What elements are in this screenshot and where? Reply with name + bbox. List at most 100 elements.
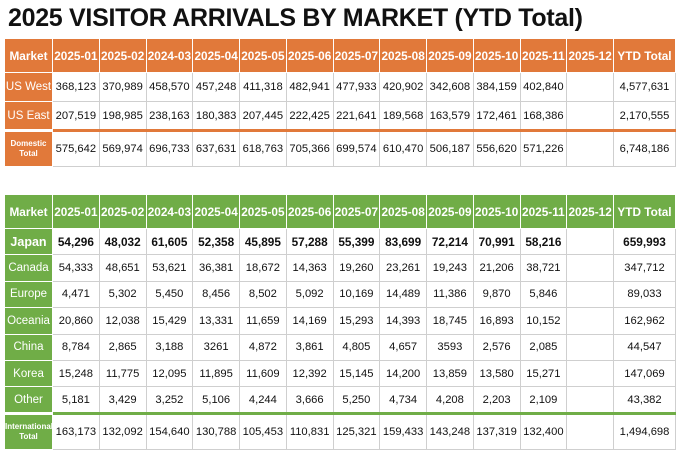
table-cell: 4,244 bbox=[239, 386, 287, 414]
row-label: US West bbox=[4, 72, 53, 102]
table-cell: 556,620 bbox=[472, 129, 521, 167]
row-label: Japan bbox=[4, 227, 53, 256]
table-cell: 11,775 bbox=[98, 359, 147, 388]
table-cell: 48,651 bbox=[98, 254, 147, 282]
table-cell bbox=[566, 254, 614, 282]
column-header: YTD Total bbox=[613, 38, 676, 73]
table-cell: 222,425 bbox=[285, 101, 334, 131]
table-cell: 8,456 bbox=[192, 280, 240, 309]
table-cell: 637,631 bbox=[192, 129, 240, 167]
table-cell: 125,321 bbox=[332, 411, 381, 450]
column-header: YTD Total bbox=[613, 194, 676, 229]
table-cell: 4,734 bbox=[379, 386, 427, 414]
table-cell: 58,216 bbox=[519, 227, 568, 256]
table-cell: 1,494,698 bbox=[613, 411, 676, 450]
column-header: 2025-04 bbox=[192, 38, 240, 73]
table-cell: 370,989 bbox=[98, 72, 147, 102]
table-cell: 458,570 bbox=[145, 72, 194, 102]
row-label: Canada bbox=[4, 254, 53, 282]
table-cell: 610,470 bbox=[379, 129, 427, 167]
table-cell: 44,547 bbox=[613, 333, 676, 361]
table-cell: 15,429 bbox=[145, 307, 194, 335]
table-cell: 55,399 bbox=[332, 227, 381, 256]
table-cell: 105,453 bbox=[239, 411, 287, 450]
table-cell: 6,748,186 bbox=[613, 129, 676, 167]
table-cell bbox=[566, 411, 614, 450]
table-cell: 198,985 bbox=[98, 101, 147, 131]
table-cell: 618,763 bbox=[239, 129, 287, 167]
column-header: 2025-09 bbox=[426, 38, 474, 73]
table-header-row: Market 2025-01 2025-02 2024-03 2025-04 2025-0… bbox=[4, 38, 676, 73]
column-header: 2025-06 bbox=[285, 38, 334, 73]
table-cell: 132,092 bbox=[98, 411, 147, 450]
table-cell: 180,383 bbox=[192, 101, 240, 131]
column-header: 2025-02 bbox=[98, 38, 147, 73]
table-row: China 8,784 2,865 3,188 3261 4,872 3,861 4,805 4… bbox=[4, 333, 676, 361]
table-cell bbox=[566, 129, 614, 167]
table-cell: 13,859 bbox=[426, 359, 474, 388]
column-header: 2024-03 bbox=[145, 38, 194, 73]
table-cell: 14,489 bbox=[379, 280, 427, 309]
table-cell: 48,032 bbox=[98, 227, 147, 256]
table-cell: 342,608 bbox=[426, 72, 474, 102]
table-cell bbox=[566, 359, 614, 388]
table-cell: 5,302 bbox=[98, 280, 147, 309]
table-cell: 238,163 bbox=[145, 101, 194, 131]
page-title: 2025 VISITOR ARRIVALS BY MARKET (YTD Tot… bbox=[8, 4, 583, 32]
table-cell: 705,366 bbox=[285, 129, 334, 167]
column-header: 2025-01 bbox=[52, 194, 100, 229]
table-row: US West 368,123 370,989 458,570 457,248 411,3… bbox=[4, 72, 676, 102]
table-cell: 5,181 bbox=[52, 386, 100, 414]
table-cell: 2,109 bbox=[519, 386, 568, 414]
table-cell: 699,574 bbox=[332, 129, 381, 167]
table-cell: 13,331 bbox=[192, 307, 240, 335]
table-row: Europe 4,471 5,302 5,450 8,456 8,502 5,092 10,1… bbox=[4, 280, 676, 309]
table-cell: 57,288 bbox=[285, 227, 334, 256]
table-cell: 38,721 bbox=[519, 254, 568, 282]
table-cell: 14,169 bbox=[285, 307, 334, 335]
table-cell: 13,580 bbox=[472, 359, 521, 388]
row-label: Oceania bbox=[4, 307, 53, 335]
table-cell: 163,173 bbox=[52, 411, 100, 450]
table-cell: 54,296 bbox=[52, 227, 100, 256]
table-cell: 4,577,631 bbox=[613, 72, 676, 102]
table-cell: 9,870 bbox=[472, 280, 521, 309]
total-row: Domestic Total 575,642 569,974 696,733 637,6… bbox=[4, 129, 676, 167]
row-label: China bbox=[4, 333, 53, 361]
table-cell: 14,363 bbox=[285, 254, 334, 282]
table-row: Japan 54,296 48,032 61,605 52,358 45,895 57,28… bbox=[4, 227, 676, 256]
row-label: Domestic Total bbox=[4, 129, 53, 167]
table-cell: 347,712 bbox=[613, 254, 676, 282]
table-cell: 5,846 bbox=[519, 280, 568, 309]
table-cell: 12,038 bbox=[98, 307, 147, 335]
table-cell: 3,429 bbox=[98, 386, 147, 414]
column-header: 2025-11 bbox=[519, 38, 568, 73]
table-cell: 137,319 bbox=[472, 411, 521, 450]
table-cell: 132,400 bbox=[519, 411, 568, 450]
column-header: 2025-12 bbox=[566, 38, 614, 73]
table-cell: 189,568 bbox=[379, 101, 427, 131]
table-cell: 4,471 bbox=[52, 280, 100, 309]
table-row: US East 207,519 198,985 238,163 180,383 207,4… bbox=[4, 101, 676, 131]
table-cell bbox=[566, 280, 614, 309]
table-cell bbox=[566, 333, 614, 361]
table-header-row: Market 2025-01 2025-02 2024-03 2025-04 2025-0… bbox=[4, 194, 676, 229]
table-cell: 52,358 bbox=[192, 227, 240, 256]
table-cell: 5,450 bbox=[145, 280, 194, 309]
table-cell: 11,386 bbox=[426, 280, 474, 309]
table-cell: 15,271 bbox=[519, 359, 568, 388]
column-header: 2025-09 bbox=[426, 194, 474, 229]
table-cell: 36,381 bbox=[192, 254, 240, 282]
table-cell: 154,640 bbox=[145, 411, 194, 450]
column-header: 2025-06 bbox=[285, 194, 334, 229]
table-cell: 2,576 bbox=[472, 333, 521, 361]
table-cell: 10,169 bbox=[332, 280, 381, 309]
column-header: 2025-08 bbox=[379, 194, 427, 229]
table-cell: 506,187 bbox=[426, 129, 474, 167]
table-cell: 207,445 bbox=[239, 101, 287, 131]
row-label: Other bbox=[4, 386, 53, 414]
table-cell: 4,872 bbox=[239, 333, 287, 361]
table-cell: 15,248 bbox=[52, 359, 100, 388]
table-cell: 3,861 bbox=[285, 333, 334, 361]
table-cell: 569,974 bbox=[98, 129, 147, 167]
